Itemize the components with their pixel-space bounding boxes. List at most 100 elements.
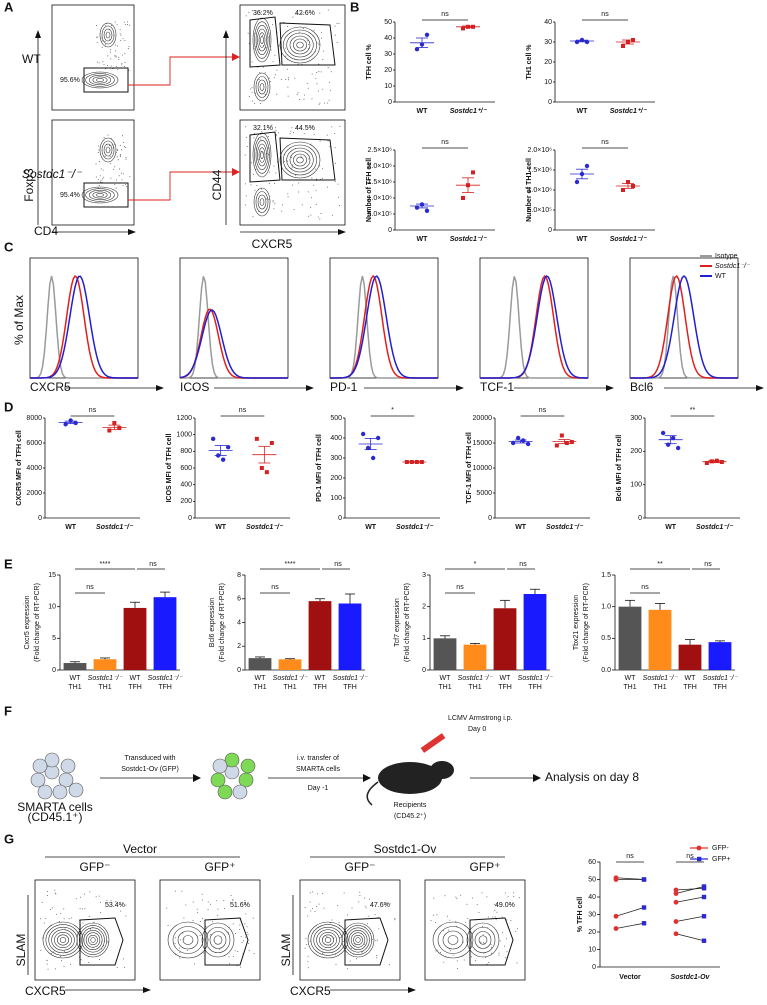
event xyxy=(282,204,284,206)
event xyxy=(98,161,100,163)
event xyxy=(254,102,256,104)
event xyxy=(513,896,515,898)
event xyxy=(124,183,126,185)
y-tick-label: 0 xyxy=(188,515,192,522)
x-tick-label: Sostdc1⁻/⁻ xyxy=(96,524,134,531)
event xyxy=(444,895,446,897)
pair-line xyxy=(615,907,645,917)
bar xyxy=(248,658,272,670)
y-axis-label: Bcl6 MFI of TFH cell xyxy=(616,435,623,502)
event xyxy=(515,931,517,933)
event xyxy=(516,962,518,964)
contour xyxy=(447,935,459,945)
event xyxy=(498,954,500,956)
event xyxy=(337,183,339,185)
event xyxy=(315,178,317,180)
event xyxy=(110,900,112,902)
contour xyxy=(201,922,235,958)
event xyxy=(103,176,105,178)
event xyxy=(317,42,319,44)
point xyxy=(673,931,679,937)
event xyxy=(495,919,497,921)
axis-label: SLAM xyxy=(279,934,293,967)
point xyxy=(424,32,430,37)
event xyxy=(97,36,99,38)
event xyxy=(121,179,123,181)
cell xyxy=(32,758,48,774)
event xyxy=(119,154,121,156)
event xyxy=(107,55,109,57)
event xyxy=(128,69,130,71)
y-axis-label: Number of TFH cell xyxy=(366,158,373,222)
event xyxy=(276,93,278,95)
event xyxy=(306,40,308,42)
event xyxy=(285,78,287,80)
event xyxy=(248,943,250,945)
contour xyxy=(307,921,349,959)
event xyxy=(322,50,324,52)
event xyxy=(267,124,269,126)
event xyxy=(502,931,504,933)
diagram-text: Day -1 xyxy=(308,785,329,792)
event xyxy=(83,893,85,895)
sig-label: ns xyxy=(519,561,527,568)
event xyxy=(100,179,102,181)
event xyxy=(318,103,320,105)
x-tick-label: Sostdc1⁻/⁻ xyxy=(458,675,494,682)
contour xyxy=(258,147,266,163)
event xyxy=(256,185,258,187)
y-axis-label: % TFH cell xyxy=(577,897,584,932)
event xyxy=(487,916,489,918)
event xyxy=(331,126,333,128)
event xyxy=(376,954,378,956)
bar xyxy=(123,607,147,670)
event xyxy=(243,940,245,942)
event xyxy=(329,945,331,947)
event xyxy=(106,64,108,66)
contour xyxy=(92,76,108,84)
event xyxy=(125,147,127,149)
event xyxy=(245,195,247,197)
diagram-text: i.v. transfer of xyxy=(297,755,339,762)
event xyxy=(304,94,306,96)
event xyxy=(251,87,253,89)
event xyxy=(46,894,48,896)
event xyxy=(269,10,271,12)
diagram-text: SMARTA cells xyxy=(296,766,341,773)
event xyxy=(112,169,114,171)
x-axis-label: ICOS xyxy=(180,380,209,394)
event xyxy=(284,47,286,49)
event xyxy=(260,138,262,140)
event xyxy=(185,904,187,906)
event xyxy=(347,968,349,970)
y-tick-label: 0 xyxy=(338,515,342,522)
event xyxy=(118,58,120,60)
y-tick-label: 200 xyxy=(330,475,342,482)
x-tick-label: Sostdc1⁻/⁻ xyxy=(246,524,284,531)
event xyxy=(505,957,507,959)
event xyxy=(273,208,275,210)
event xyxy=(114,44,116,46)
event xyxy=(129,24,131,26)
event xyxy=(297,63,299,65)
y-tick-label: 5000 xyxy=(476,490,492,497)
event xyxy=(123,146,125,148)
contour xyxy=(99,22,117,48)
x-tick-label: TFH xyxy=(128,684,142,691)
event xyxy=(327,66,329,68)
event xyxy=(275,134,277,136)
point xyxy=(112,421,117,425)
event xyxy=(287,77,289,79)
point xyxy=(471,170,475,175)
event xyxy=(201,893,203,895)
event xyxy=(123,21,125,23)
y-tick-label: 0 xyxy=(592,964,596,971)
y-tick-label: 30 xyxy=(384,51,392,58)
histogram-curve xyxy=(179,309,288,379)
event xyxy=(55,893,57,895)
event xyxy=(327,140,329,142)
event xyxy=(45,917,47,919)
gate xyxy=(279,137,336,181)
event xyxy=(483,941,485,943)
point xyxy=(641,905,647,910)
